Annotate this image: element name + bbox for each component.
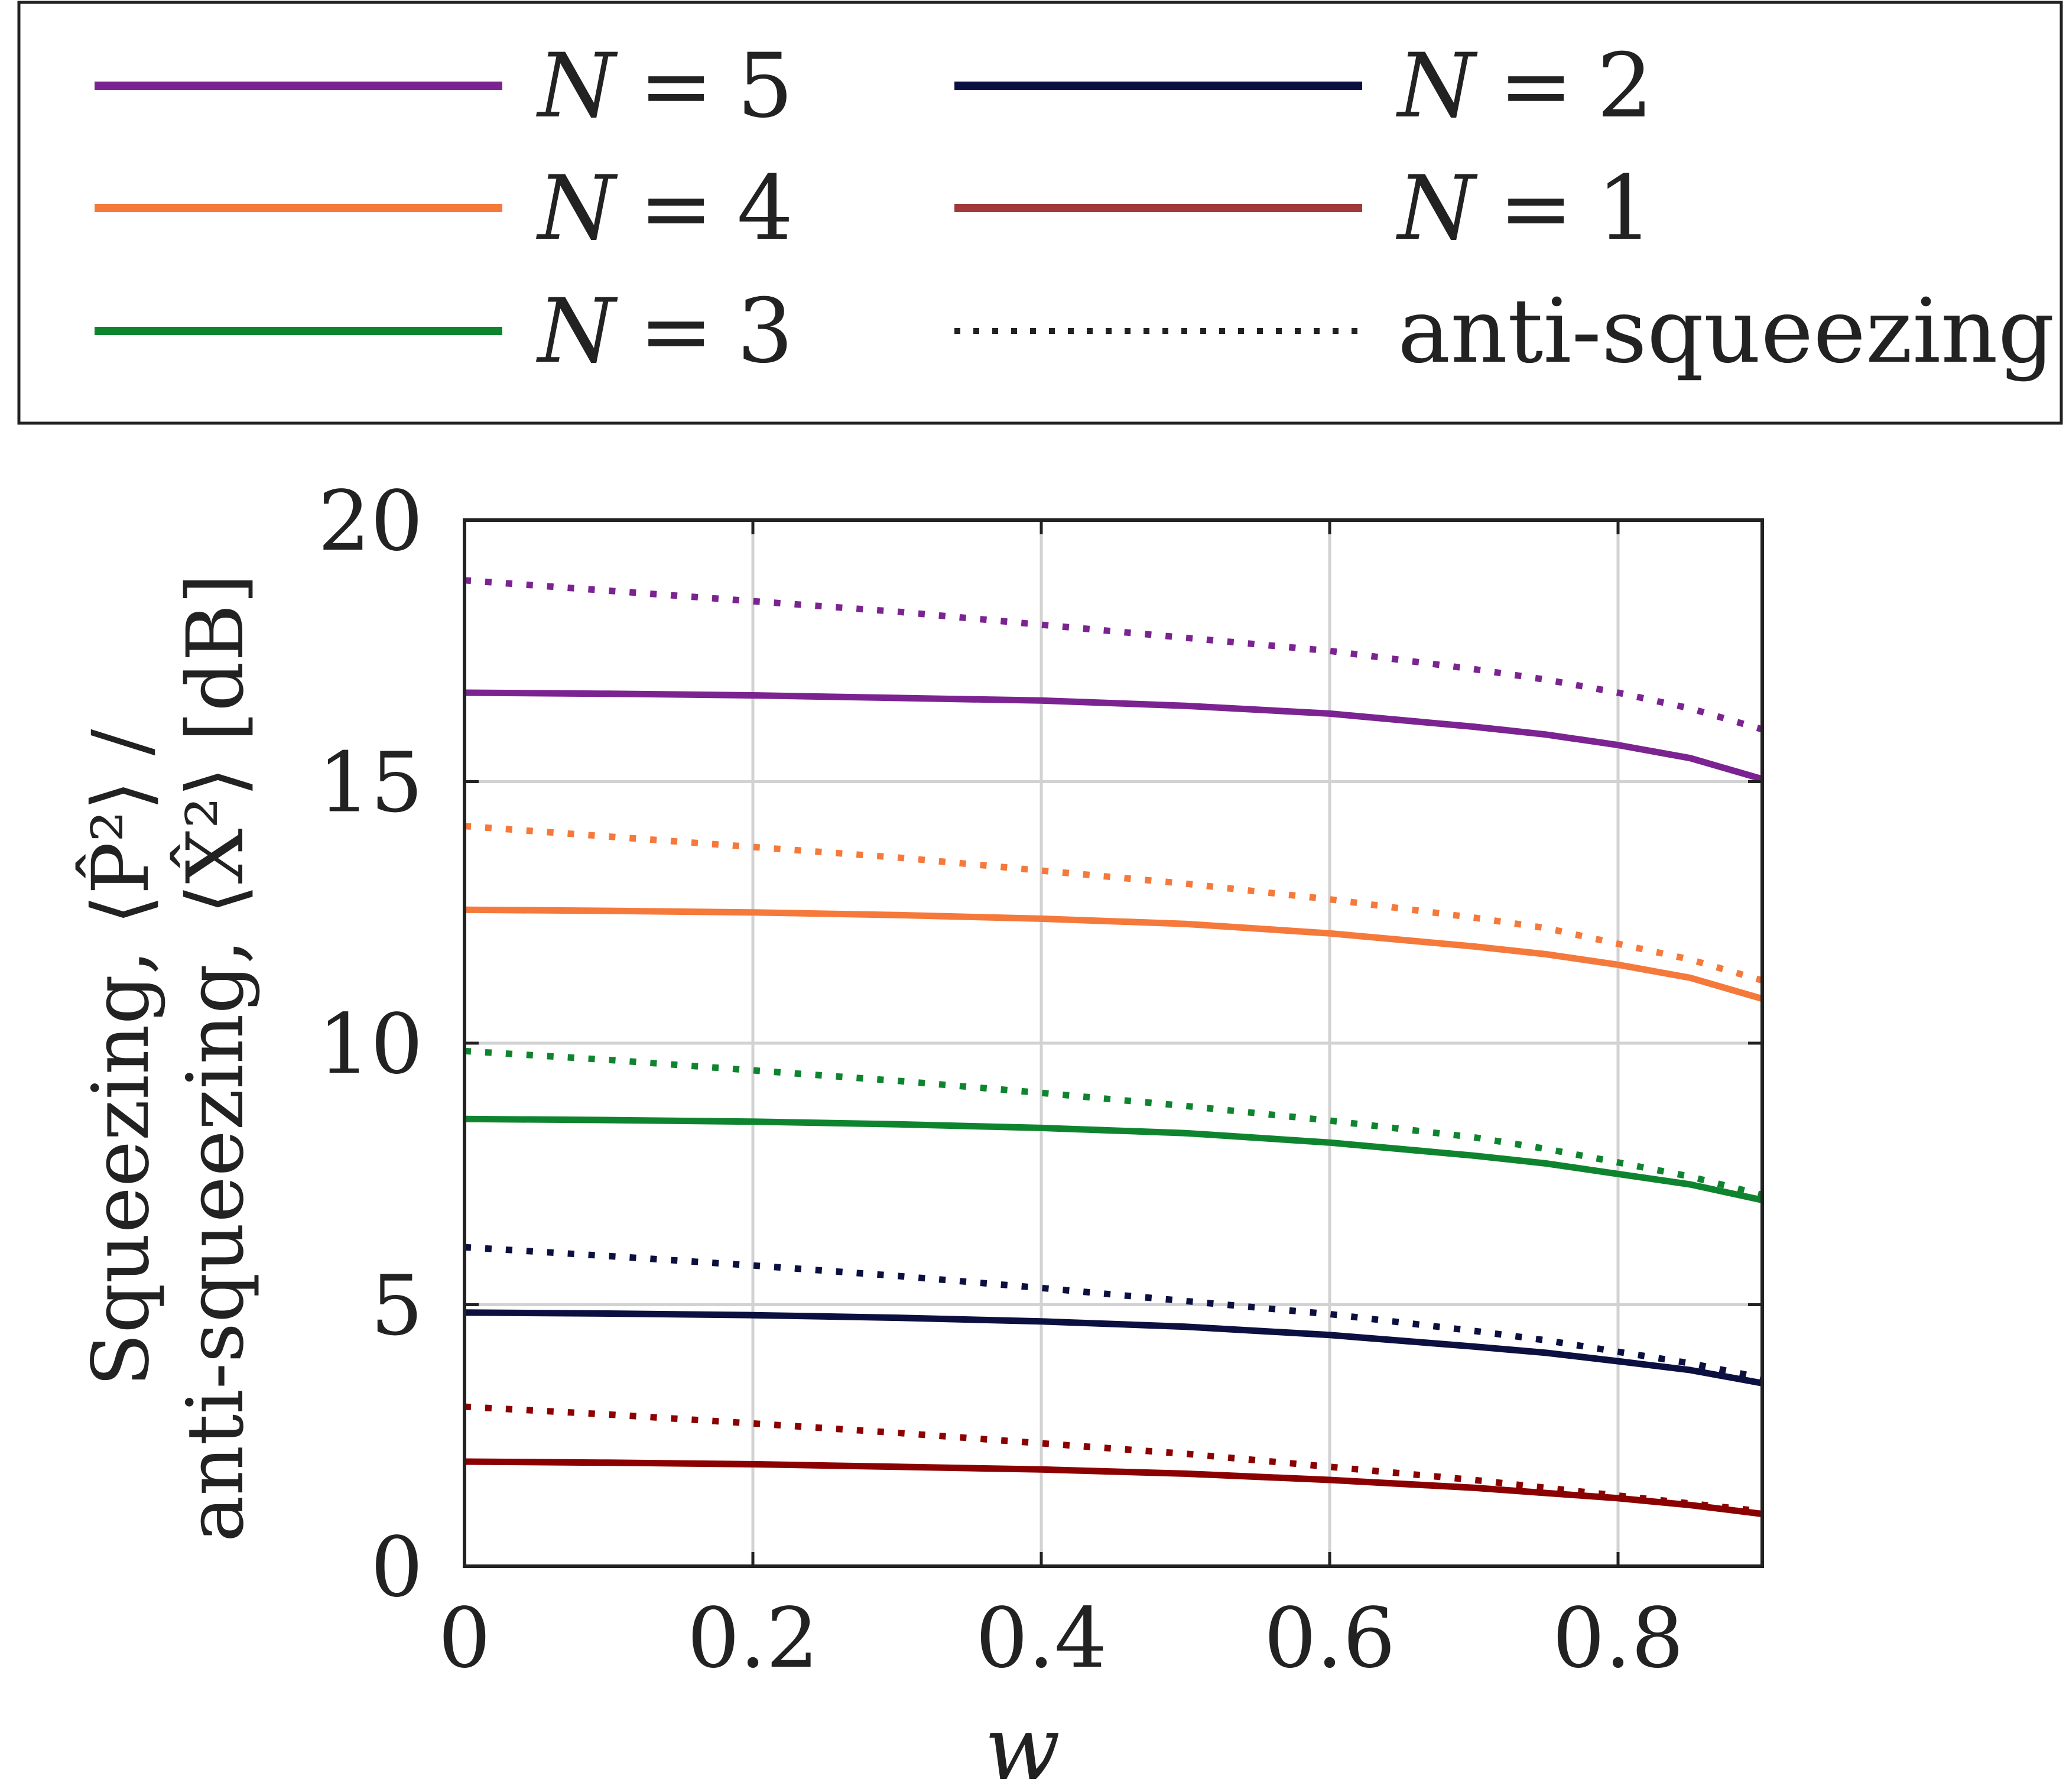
plot-area: 0 0.2 0.4 0.6 0.8 0 5 10 15 20 (318, 473, 1764, 1687)
y-axis-label: Squeezing, ⟨P̂²⟩ / anti-squeezing, ⟨X̂²⟩… (75, 574, 261, 1543)
axes-frame (463, 518, 1764, 1568)
series-line (464, 1458, 1763, 1517)
x-tick-label: 0.8 (1552, 1590, 1684, 1687)
x-tick-label: 0.6 (1264, 1590, 1396, 1687)
legend-label: N = 2 (1396, 35, 1653, 138)
y-tick-label: 10 (318, 996, 423, 1093)
series-line (464, 1115, 1763, 1203)
legend-label: N = 3 (536, 280, 793, 383)
legend-label: N = 5 (536, 35, 793, 138)
y-tick-label: 5 (371, 1258, 423, 1355)
x-tick-label: 0.4 (976, 1590, 1107, 1687)
series-layer (464, 577, 1763, 1517)
legend-box (17, 1, 2063, 425)
y-axis-label-line-2: anti-squeezing, ⟨X̂²⟩ [dB] (170, 574, 261, 1543)
series-line (464, 1309, 1763, 1387)
x-tick-label: 0 (438, 1590, 490, 1687)
series-line (464, 906, 1763, 1002)
series-line (464, 689, 1763, 783)
y-tick-label: 20 (318, 473, 423, 570)
y-tick-label: 15 (318, 735, 423, 832)
tick-labels: 0 0.2 0.4 0.6 0.8 0 5 10 15 20 (318, 473, 1684, 1687)
legend-label: N = 1 (1396, 157, 1653, 260)
legend: N = 5 N = 4 N = 3 N = 2 N = 1 anti-squeezing (17, 1, 2063, 425)
y-axis-label-line-1: Squeezing, ⟨P̂²⟩ / (75, 729, 167, 1387)
x-tick-label: 0.2 (687, 1590, 819, 1687)
x-axis-label: w (985, 1697, 1060, 1792)
y-tick-label: 0 (371, 1520, 423, 1616)
legend-label: N = 4 (536, 157, 793, 260)
legend-label: anti-squeezing (1398, 280, 2055, 383)
